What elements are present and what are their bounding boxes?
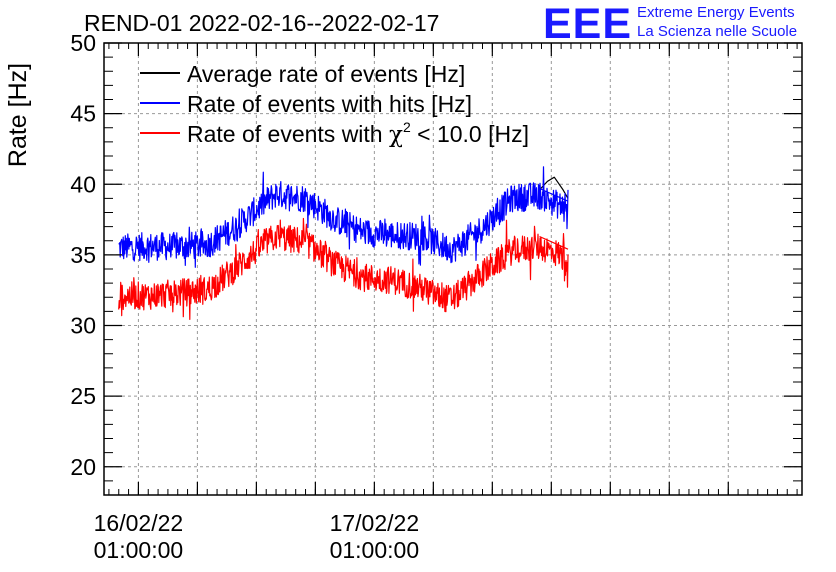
y-tick-labels: 20 25 30 35 40 45 50: [70, 30, 96, 480]
series-line-2: [118, 217, 569, 320]
series-line-0: [539, 176, 569, 199]
eee-logo-mark: EEE: [543, 0, 633, 48]
y-tick-label: 20: [70, 454, 96, 480]
series-layer: [118, 166, 569, 320]
chart-title: REND-01 2022-02-16--2022-02-17: [84, 10, 440, 36]
axis-ticks: [104, 42, 802, 496]
eee-logo-line1: Extreme Energy Events: [637, 4, 795, 21]
series-line-1: [118, 166, 569, 268]
y-tick-label: 30: [70, 313, 96, 339]
x-tick-label-time: 01:00:00: [94, 537, 184, 563]
legend-label-chi2: Rate of events with χ2 < 10.0 [Hz]: [187, 119, 529, 148]
eee-logo-line2: La Scienza nelle Scuole: [637, 23, 798, 40]
y-tick-label: 40: [70, 171, 96, 197]
x-tick-label-date: 16/02/22: [94, 510, 184, 536]
y-tick-label: 45: [70, 101, 96, 127]
y-axis-label: Rate [Hz]: [4, 63, 32, 167]
legend-label-hits: Rate of events with hits [Hz]: [187, 91, 472, 117]
x-tick-label-time: 01:00:00: [330, 537, 420, 563]
legend-label-average: Average rate of events [Hz]: [187, 61, 465, 87]
y-tick-label: 25: [70, 383, 96, 409]
y-tick-label: 50: [70, 30, 96, 56]
x-tick-label-date: 17/02/22: [330, 510, 420, 536]
y-tick-label: 35: [70, 242, 96, 268]
legend: Average rate of events [Hz] Rate of even…: [140, 61, 529, 148]
